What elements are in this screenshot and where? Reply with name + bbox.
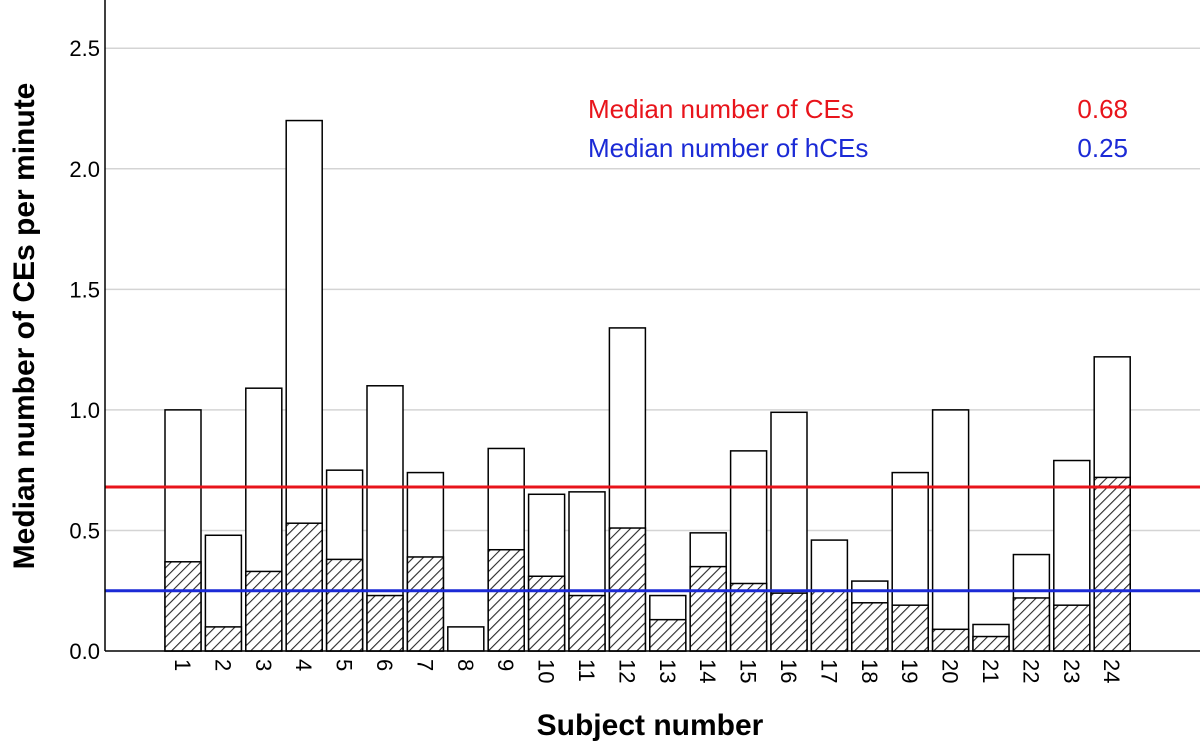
x-tick-label: 5 [332,659,357,671]
x-tick-label: 21 [978,659,1003,683]
bar-hce [931,628,970,652]
axes [104,0,1200,652]
bar-hce [164,561,202,652]
reference-lines [105,485,1200,593]
x-tick-label: 9 [493,659,518,671]
bar-hce [406,556,445,652]
y-tick-labels: 0.0 0.5 1.0 1.5 2.0 2.5 [69,36,100,664]
x-tick-label: 16 [776,659,801,683]
x-tick-label: 1 [170,659,195,671]
bar-hce [568,594,606,652]
x-tick-label: 24 [1099,659,1124,683]
bar-hce [1012,597,1051,652]
x-tick-label: 15 [736,659,761,683]
legend-label: Median number of hCEs [588,133,868,163]
y-axis-title: Median number of CEs per minute [8,83,41,570]
bars [164,119,1131,652]
bar-hce [851,602,889,652]
bar-hce [810,589,849,652]
bar-hce [527,575,566,652]
x-tick-label: 6 [372,659,397,671]
x-tick-label: 7 [412,659,437,671]
bar-hce [891,604,929,652]
x-tick-label: 14 [695,659,720,683]
y-tick-label: 2.5 [69,36,100,61]
bar-hce [1093,476,1131,652]
legend: Median number of CEs 0.68 Median number of… [588,94,1128,163]
x-tick-label: 13 [655,659,680,683]
x-tick-label: 12 [614,659,639,683]
bar-total [447,626,485,652]
y-tick-label: 1.5 [69,277,100,302]
x-tick-label: 22 [1018,659,1043,683]
x-tick-label: 23 [1059,659,1084,683]
bar-hce [689,565,727,652]
x-tick-label: 11 [574,659,599,682]
bar-hce [729,582,768,652]
x-axis-title: Subject number [537,709,764,742]
bar-hce [325,558,364,652]
x-tick-label: 10 [534,659,559,683]
bar-hce [972,635,1010,652]
y-tick-label: 2.0 [69,157,100,182]
bar-hce [285,522,323,652]
x-tick-label: 4 [291,659,316,671]
x-tick-label: 19 [897,659,922,683]
bar-hce [366,594,404,652]
x-tick-label: 3 [251,659,276,671]
legend-value: 0.25 [1077,133,1128,163]
legend-value: 0.68 [1077,94,1128,124]
bar-hce [245,570,283,652]
x-tick-label: 17 [816,659,841,683]
bar-hce [1053,604,1091,652]
y-tick-label: 0.5 [69,518,100,543]
y-tick-label: 1.0 [69,398,100,423]
x-tick-label: 8 [453,659,478,671]
x-tick-label: 2 [210,659,235,671]
x-tick-label: 20 [938,659,963,683]
x-tick-labels: 1 2 3 4 5 6 7 8 9 10 11 12 13 14 15 16 17 18 19 20 21 22 23 24 [170,659,1124,683]
bar-total [931,409,970,652]
y-tick-label: 0.0 [69,639,100,664]
bar-hce [204,626,243,652]
bar-hce [487,548,525,652]
bar-hce [649,618,687,652]
x-tick-label: 18 [857,659,882,683]
legend-label: Median number of CEs [588,94,854,124]
bar-hce [770,592,808,652]
